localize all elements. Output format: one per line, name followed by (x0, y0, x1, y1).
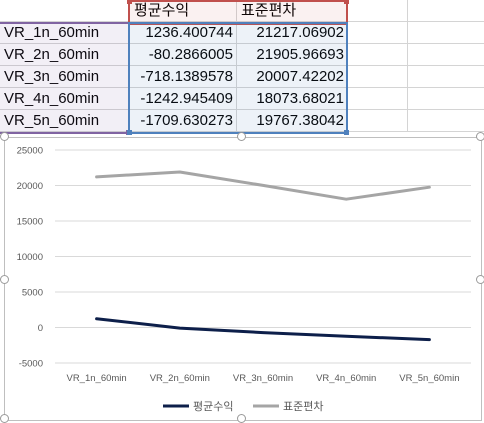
category-cell[interactable]: VR_3n_60min (0, 66, 130, 88)
legend-label[interactable]: 표준편차 (283, 400, 323, 413)
category-cell[interactable]: VR_1n_60min (0, 22, 130, 44)
line-chart[interactable]: 25000 20000 15000 10000 5000 0 -5000 VR_1n_60m… (4, 137, 482, 421)
category-cell[interactable]: VR_4n_60min (0, 88, 130, 110)
cell[interactable] (348, 88, 408, 110)
std-dev-cell[interactable]: 20007.42202 (237, 66, 348, 88)
average-return-cell[interactable]: -718.1389578 (130, 66, 237, 88)
table-row: VR_5n_60min -1709.630273 19767.38042 (0, 110, 484, 132)
spreadsheet-grid[interactable]: 평균수익 표준편차 VR_1n_60min 1236.400744 21217.… (0, 0, 484, 136)
table-row: VR_3n_60min -718.1389578 20007.42202 (0, 66, 484, 88)
series-line[interactable] (95, 170, 431, 201)
cell[interactable] (348, 44, 408, 66)
category-cell[interactable]: VR_2n_60min (0, 44, 130, 66)
chart-resize-handle-top-left[interactable] (0, 132, 9, 141)
x-tick-label: VR_1n_60min (66, 373, 126, 384)
y-tick-label: 0 (38, 323, 43, 334)
std-dev-cell[interactable]: 19767.38042 (237, 110, 348, 132)
x-tick-label: VR_3n_60min (233, 373, 293, 384)
average-return-cell[interactable]: -1242.945409 (130, 88, 237, 110)
y-tick-label: 10000 (17, 252, 43, 263)
average-return-cell[interactable]: 1236.400744 (130, 22, 237, 44)
std-dev-cell[interactable]: 21217.06902 (237, 22, 348, 44)
series-line[interactable] (95, 317, 431, 342)
y-tick-label: 5000 (22, 288, 43, 299)
table-row: VR_2n_60min -80.2866005 21905.96693 (0, 44, 484, 66)
table-row: VR_1n_60min 1236.400744 21217.06902 (0, 22, 484, 44)
legend-label[interactable]: 평균수익 (193, 400, 233, 413)
cell[interactable] (408, 66, 484, 88)
chart-resize-handle-bottom-left[interactable] (0, 414, 9, 423)
chart-resize-handle-right[interactable] (476, 275, 484, 284)
cell[interactable] (408, 88, 484, 110)
y-tick-label: 25000 (17, 146, 43, 157)
cell[interactable] (408, 44, 484, 66)
cell[interactable] (348, 0, 408, 22)
chart-resize-handle-top-right[interactable] (476, 132, 484, 141)
category-cell[interactable]: VR_5n_60min (0, 110, 130, 132)
cell[interactable] (0, 0, 130, 22)
average-return-cell[interactable]: -80.2866005 (130, 44, 237, 66)
chart-resize-handle-left[interactable] (0, 275, 9, 284)
y-tick-label: -5000 (19, 359, 43, 370)
column-header-average-return[interactable]: 평균수익 (130, 0, 237, 22)
cell[interactable] (348, 110, 408, 132)
header-row: 평균수익 표준편차 (0, 0, 484, 22)
y-tick-label: 20000 (17, 181, 43, 192)
y-tick-label: 15000 (17, 217, 43, 228)
x-tick-label: VR_5n_60min (399, 373, 459, 384)
average-return-cell[interactable]: -1709.630273 (130, 110, 237, 132)
chart-resize-handle-bottom[interactable] (237, 414, 246, 423)
cell[interactable] (348, 22, 408, 44)
std-dev-cell[interactable]: 18073.68021 (237, 88, 348, 110)
x-tick-label: VR_4n_60min (316, 373, 376, 384)
chart-canvas: 25000 20000 15000 10000 5000 0 -5000 VR_1n_60m… (17, 146, 471, 413)
cell[interactable] (408, 0, 484, 22)
cell[interactable] (408, 22, 484, 44)
cell[interactable] (348, 66, 408, 88)
column-header-std-dev[interactable]: 표준편차 (237, 0, 348, 22)
chart-resize-handle-top[interactable] (237, 132, 246, 141)
cell[interactable] (408, 110, 484, 132)
std-dev-cell[interactable]: 21905.96693 (237, 44, 348, 66)
table-row: VR_4n_60min -1242.945409 18073.68021 (0, 88, 484, 110)
x-tick-label: VR_2n_60min (150, 373, 210, 384)
